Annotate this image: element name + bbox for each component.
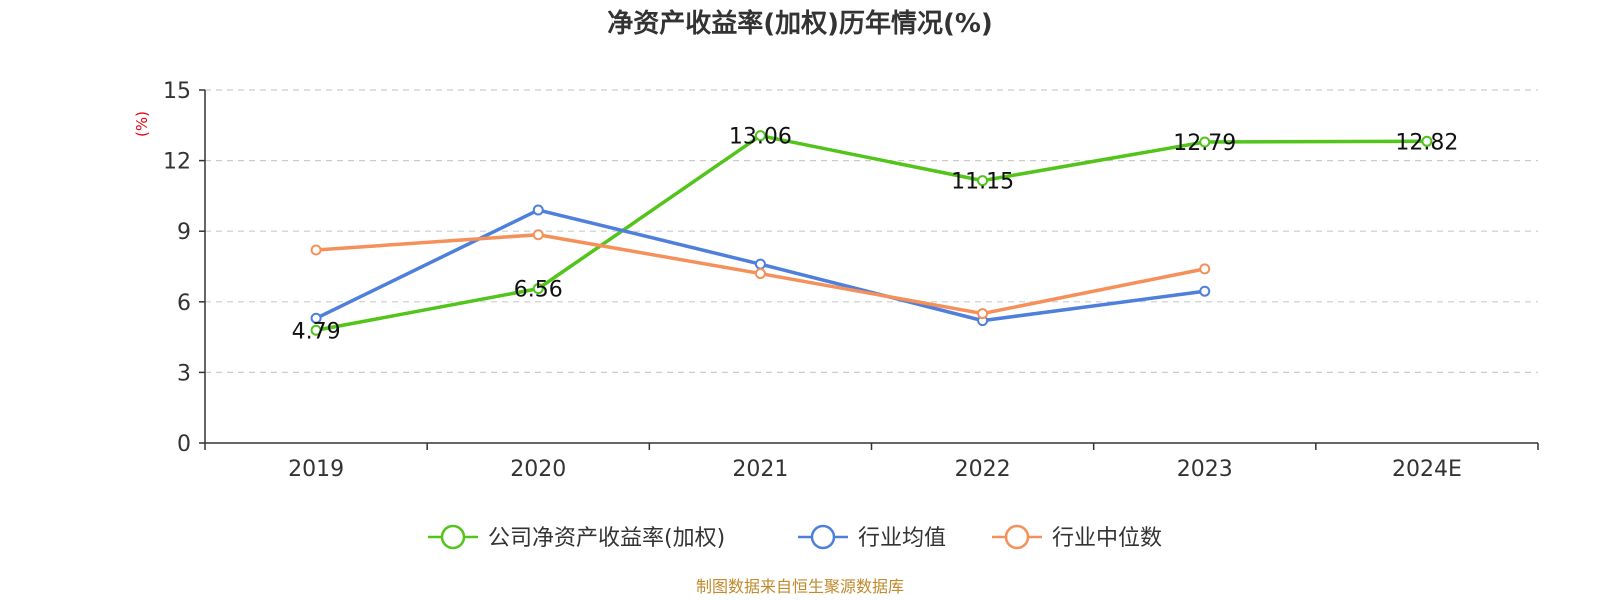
x-tick-label: 2021 (732, 457, 788, 482)
data-point (1199, 285, 1211, 297)
legend-marker (810, 524, 836, 550)
data-point (310, 312, 322, 324)
legend-item[interactable]: 行业中位数 (992, 524, 1162, 551)
data-point (977, 308, 989, 320)
data-point (754, 268, 766, 280)
data-label: 11.15 (951, 170, 1014, 195)
x-tick-label: 2024E (1392, 457, 1462, 482)
legend-label: 公司净资产收益率(加权) (488, 526, 725, 551)
data-label: 13.06 (729, 125, 792, 150)
y-axis-label: (%) (133, 111, 151, 137)
legend[interactable]: 公司净资产收益率(加权) 行业均值 行业中位数 (428, 524, 1162, 551)
data-point (754, 130, 766, 142)
legend-item[interactable]: 公司净资产收益率(加权) (428, 524, 725, 551)
y-tick-label: 3 (177, 361, 191, 386)
data-point (532, 204, 544, 216)
x-tick-label: 2022 (955, 457, 1011, 482)
chart-title: 净资产收益率(加权)历年情况(%) (607, 8, 993, 39)
data-label: 4.79 (292, 319, 341, 344)
axes: 0 3 6 9 12 15 2019 2020 2021 2022 2023 2024E (163, 79, 1539, 482)
data-label: 6.56 (514, 278, 563, 303)
grid-lines (205, 89, 1538, 373)
data-label: 12.82 (1395, 130, 1458, 155)
data-point (310, 244, 322, 256)
x-tick-label: 2020 (510, 457, 566, 482)
legend-label: 行业中位数 (1052, 526, 1162, 551)
x-tick-label: 2019 (288, 457, 344, 482)
data-point (754, 258, 766, 270)
y-tick-label: 15 (163, 79, 191, 104)
source-note: 制图数据来自恒生聚源数据库 (696, 577, 904, 596)
data-point (1199, 263, 1211, 275)
legend-marker (440, 524, 466, 550)
data-point (532, 283, 544, 295)
series-line (315, 133, 1427, 332)
data-point (310, 324, 322, 336)
series-lines (310, 130, 1433, 336)
y-tick-label: 9 (177, 220, 191, 245)
legend-item[interactable]: 行业均值 (798, 524, 946, 551)
legend-marker (1004, 524, 1030, 550)
data-point (977, 175, 989, 187)
x-tick-label: 2023 (1177, 457, 1233, 482)
data-label: 12.79 (1173, 131, 1236, 156)
data-point (532, 229, 544, 241)
y-tick-label: 6 (177, 291, 191, 316)
data-labels: 4.79 6.56 13.06 11.15 12.79 12.82 (292, 125, 1459, 345)
y-tick-label: 12 (163, 150, 191, 175)
y-tick-label: 0 (177, 432, 191, 457)
legend-label: 行业均值 (858, 526, 946, 551)
data-point (1421, 135, 1433, 147)
data-point (1199, 136, 1211, 148)
